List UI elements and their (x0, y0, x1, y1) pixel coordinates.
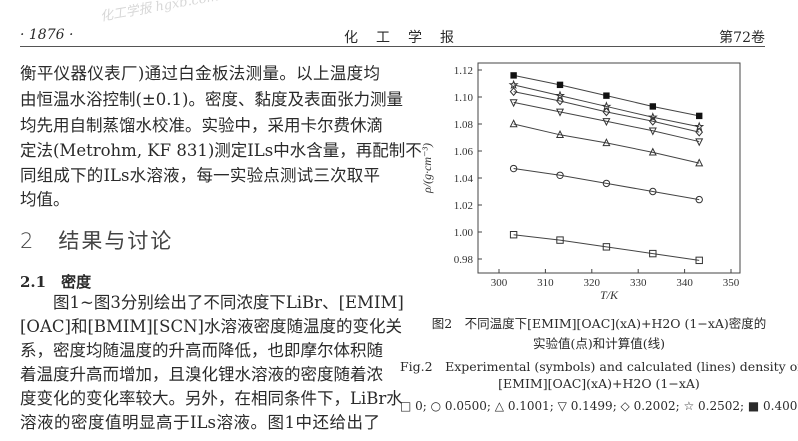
text-line: 衡平仪器仪表厂)通过白金板法测量。以上温度均 (20, 64, 380, 83)
x-tick-label: 300 (491, 277, 508, 289)
marker-triangle-down-open (602, 118, 611, 127)
marker-square-open (695, 256, 703, 265)
x-tick-label: 330 (630, 277, 647, 289)
marker-diamond-open (602, 107, 611, 117)
marker-triangle-up-open (648, 147, 657, 156)
caption-cn-line2: 实验值(点)和计算值(线) (532, 336, 665, 351)
volume-label: 第72卷 (719, 30, 765, 46)
marker-diamond-open (556, 96, 564, 106)
x-tick-label: 310 (537, 277, 554, 289)
y-axis-label: ρ/(g·cm⁻³) (420, 143, 434, 194)
marker-circle-open (509, 164, 518, 173)
y-tick-label: 1.00 (454, 227, 474, 239)
subsection-heading: 2.1 密度 (20, 273, 92, 291)
marker-triangle-up-open (509, 119, 518, 128)
series-line-0.2502 (513, 84, 700, 128)
marker-square-open (602, 243, 611, 251)
marker-diamond-open (695, 127, 704, 137)
marker-circle-open (695, 195, 703, 204)
y-tick-label: 1.10 (454, 92, 474, 104)
text-line: 定法(Metrohm, KF 831)测定ILs中水含量，再配制不 (20, 141, 422, 160)
series-line-0.1001 (513, 123, 700, 164)
marker-square-filled (696, 112, 703, 120)
caption-en-line2: [EMIM][OAC](xA)+H2O (1−xA) (498, 376, 700, 391)
section-heading: 2 结果与讨论 (20, 229, 174, 253)
x-tick-label: 350 (723, 277, 740, 289)
marker-diamond-open (509, 87, 518, 97)
marker-triangle-up-open (556, 129, 565, 138)
text-line: 系，密度均随温度的升高而降低，也即摩尔体积随 (20, 341, 383, 360)
x-axis-label: T/K (600, 288, 619, 302)
marker-triangle-down-open (695, 138, 704, 147)
marker-square-filled (603, 92, 610, 99)
x-tick-label: 340 (676, 277, 693, 289)
text-line: 着温度升高而增加，且溴化锂水溶液的密度随着浓 (20, 365, 383, 384)
page-number: · 1876 · (20, 27, 74, 43)
y-tick-label: 1.04 (454, 173, 474, 185)
marker-triangle-up-open (695, 158, 704, 167)
marker-triangle-up-open (602, 138, 611, 147)
marker-star-open (694, 121, 705, 131)
text-line: 度变化的变化率较大。另外，在相同条件下，LiBr水 (20, 389, 403, 408)
marker-square-filled (649, 103, 657, 110)
marker-square-open (509, 231, 518, 239)
text-line: 图1~图3分别绘出了不同浓度下LiBr、[EMIM] (20, 293, 404, 312)
series-line-0.0500 (513, 168, 700, 201)
y-tick-label: 0.98 (454, 254, 474, 266)
marker-star-open (647, 112, 658, 122)
caption-en-line1: Fig.2 Experimental (symbols) and calcula… (400, 359, 798, 374)
y-tick-label: 1.12 (454, 65, 473, 77)
journal-title: 化 工 学 报 (344, 30, 456, 46)
header-rule (20, 46, 765, 47)
y-tick-label: 1.06 (454, 146, 474, 158)
text-line: [OAC]和[BMIM][SCN]水溶液密度随温度的变化关 (20, 317, 402, 336)
marker-star-open (508, 79, 519, 90)
marker-triangle-down-open (556, 108, 565, 117)
text-line: 均值。 (20, 190, 70, 209)
marker-square-open (556, 236, 564, 244)
y-tick-label: 1.02 (454, 200, 473, 212)
series-line-0.2002 (513, 91, 700, 133)
marker-circle-open (602, 179, 611, 188)
series-line-0.1499 (513, 101, 700, 143)
marker-triangle-down-open (648, 127, 657, 136)
text-line: 由恒温水浴控制(±0.1)。密度、黏度及表面张力测量 (20, 90, 403, 109)
marker-square-open (649, 249, 657, 258)
marker-triangle-down-open (509, 99, 518, 108)
x-tick-label: 320 (584, 277, 601, 289)
marker-star-open (601, 101, 612, 111)
caption-cn-line1: 图2 不同温度下[EMIM][OAC](xA)+H2O (1−xA)密度的 (431, 316, 767, 331)
marker-square-filled (510, 72, 517, 79)
y-tick-label: 1.08 (454, 119, 474, 131)
marker-star-open (554, 90, 566, 100)
marker-circle-open (556, 171, 564, 180)
text-line: 均先用自制蒸馏水校准。实验中，采用卡尔费休滴 (20, 116, 383, 135)
marker-circle-open (649, 187, 657, 196)
text-line: 同组成下的ILs水溶液，每一实验点测试三次取平 (20, 166, 380, 185)
text-line: 溶液的密度值明显高于ILs溶液。图1中还给出了 (20, 413, 380, 432)
marker-square-filled (556, 81, 564, 89)
caption-legend: □ 0; ○ 0.0500; △ 0.1001; ▽ 0.1499; ◇ 0.2… (400, 399, 798, 413)
series-line-0 (513, 234, 700, 261)
plot-frame (477, 62, 741, 274)
